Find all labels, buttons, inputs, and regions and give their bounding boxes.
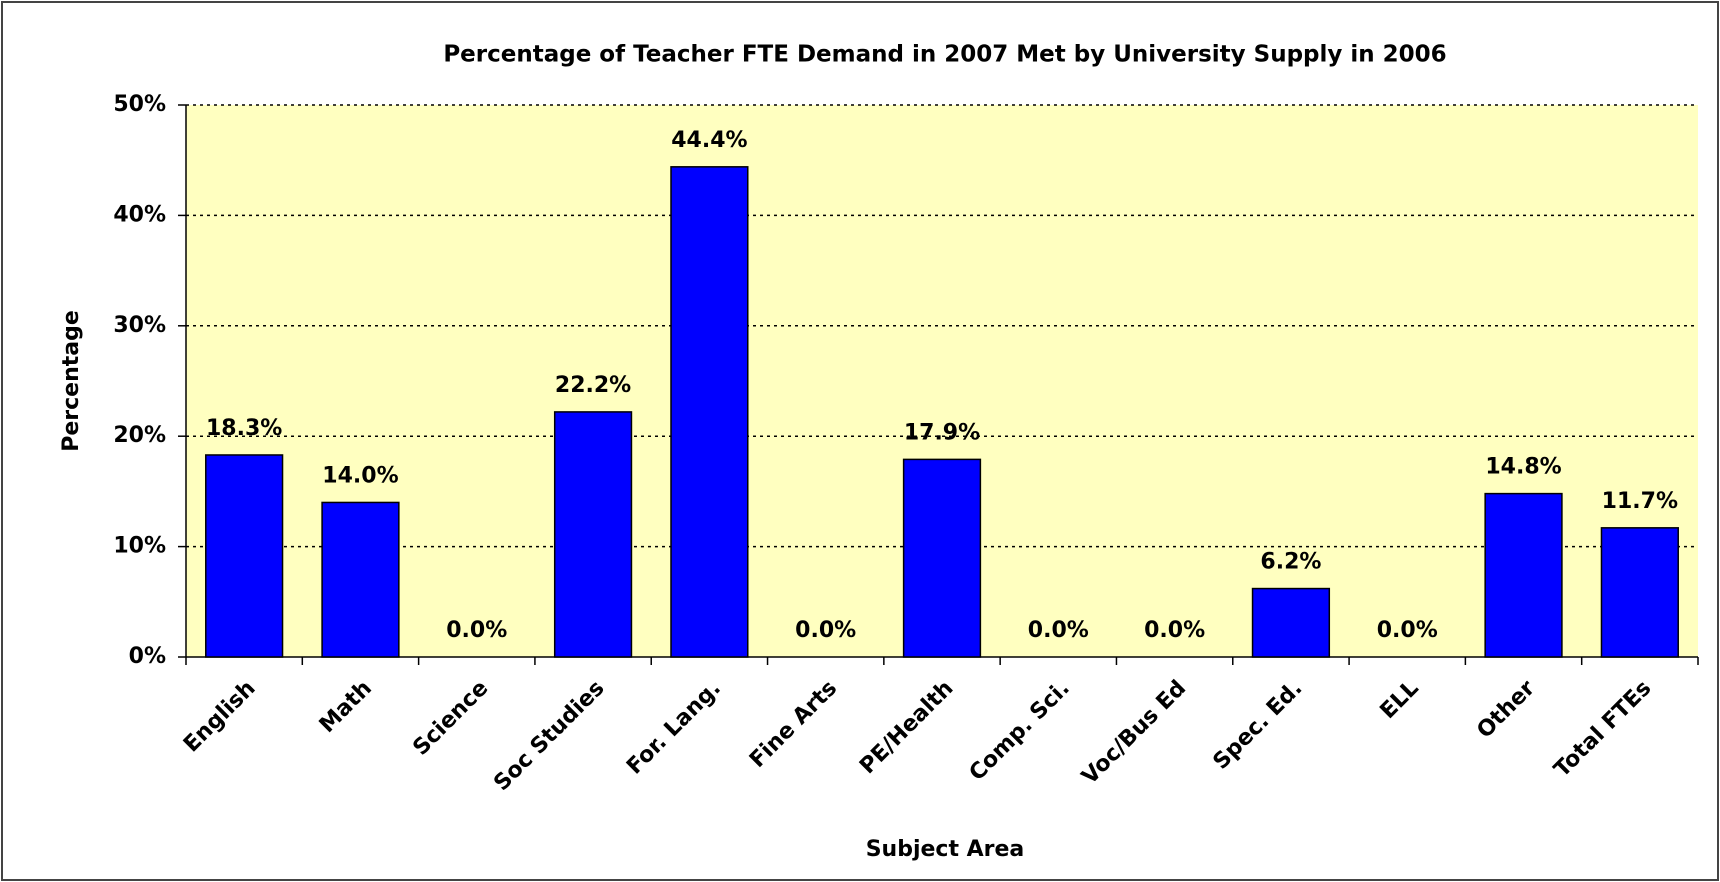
bar xyxy=(321,501,400,658)
y-tick-label: 0% xyxy=(129,644,166,669)
value-label: 14.0% xyxy=(322,463,398,488)
x-axis-label: Subject Area xyxy=(866,837,1025,862)
y-tick-label: 10% xyxy=(113,534,166,559)
value-label: 0.0% xyxy=(446,618,507,643)
bar xyxy=(1600,527,1679,658)
bar xyxy=(1251,587,1331,658)
chart-title: Percentage of Teacher FTE Demand in 2007… xyxy=(443,42,1446,68)
value-label: 44.4% xyxy=(671,128,747,153)
value-label: 22.2% xyxy=(555,373,631,398)
value-label: 0.0% xyxy=(795,618,856,643)
bar xyxy=(1484,492,1563,658)
value-label: 6.2% xyxy=(1260,550,1321,575)
y-axis-label: Percentage xyxy=(59,310,84,452)
y-tick-label: 40% xyxy=(113,202,166,227)
value-label: 17.9% xyxy=(904,420,980,445)
value-label: 11.7% xyxy=(1602,489,1678,514)
y-tick-label: 30% xyxy=(113,313,166,338)
value-label: 18.3% xyxy=(206,416,282,441)
bar xyxy=(553,411,633,658)
y-tick-label: 50% xyxy=(113,92,166,117)
value-label: 0.0% xyxy=(1028,618,1089,643)
value-label: 0.0% xyxy=(1377,618,1438,643)
value-label: 0.0% xyxy=(1144,618,1205,643)
y-tick-label: 20% xyxy=(113,423,166,448)
bar xyxy=(902,458,982,658)
value-label: 14.8% xyxy=(1485,455,1561,480)
bar xyxy=(670,166,749,658)
bar xyxy=(205,454,284,658)
